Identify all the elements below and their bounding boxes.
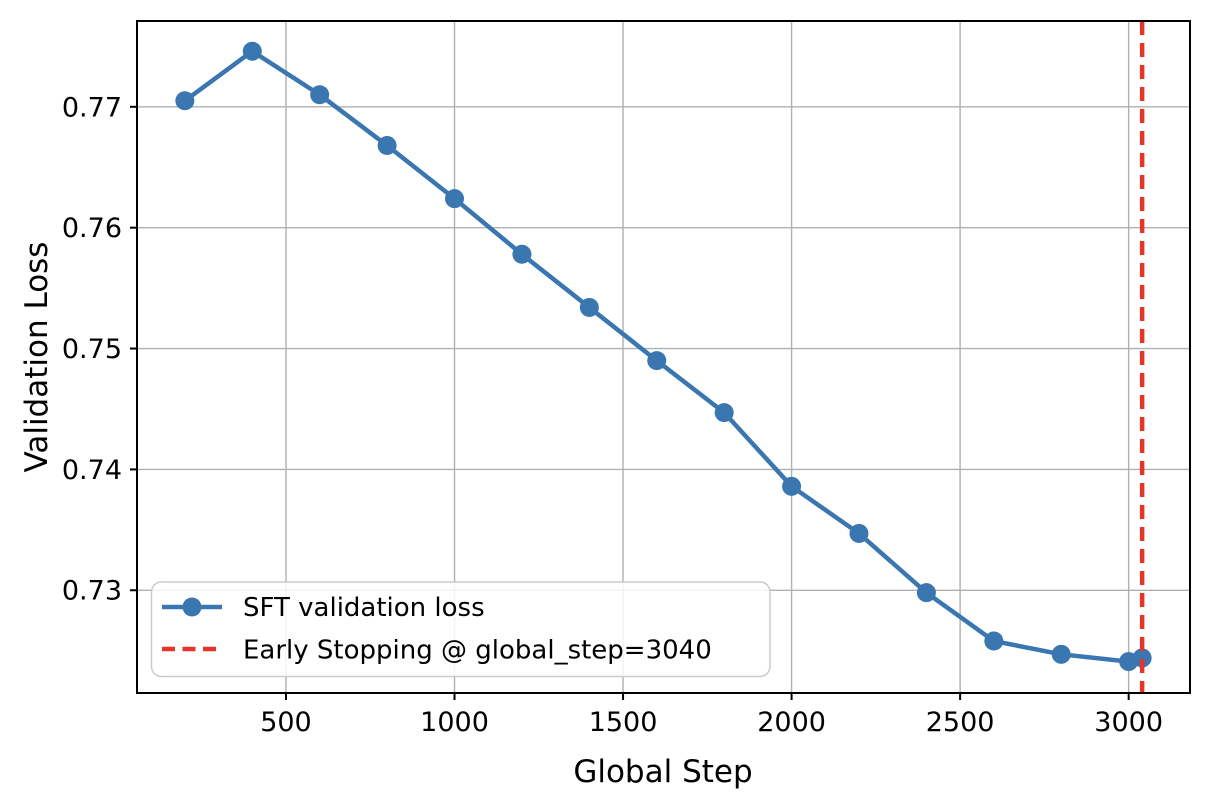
- y-tick-label-0.77: 0.77: [62, 92, 122, 123]
- plot-border: [136, 20, 1191, 694]
- data-point-400: [242, 41, 262, 61]
- x-tick-label-3000: 3000: [1094, 707, 1163, 738]
- data-point-200: [175, 91, 195, 111]
- data-point-2400: [916, 583, 936, 603]
- data-point-600: [310, 85, 330, 105]
- loss-line: [182, 48, 1145, 664]
- data-point-1600: [647, 351, 667, 371]
- legend-label-early-stopping: Early Stopping @ global_step=3040: [243, 636, 712, 666]
- y-tick-labels: 0.73 0.74 0.75 0.76 0.77: [62, 92, 122, 606]
- data-point-800: [377, 135, 397, 155]
- data-point-2800: [1051, 644, 1071, 664]
- y-tick-label-0.74: 0.74: [62, 455, 122, 486]
- data-point-1000: [445, 189, 465, 209]
- axis-ticks: [130, 105, 1130, 700]
- y-tick-label-0.75: 0.75: [62, 334, 122, 365]
- legend-box: [150, 581, 771, 678]
- data-point-3040: [1132, 648, 1152, 668]
- x-tick-label-2500: 2500: [926, 707, 995, 738]
- data-point-1200: [512, 244, 532, 264]
- x-tick-labels: 500 1000 1500 2000 2500 3000: [260, 707, 1163, 738]
- legend: SFT validation loss Early Stopping @ glo…: [150, 581, 771, 678]
- x-tick-label-1000: 1000: [420, 707, 489, 738]
- legend-label-loss: SFT validation loss: [243, 593, 485, 623]
- x-tick-label-500: 500: [260, 707, 312, 738]
- data-point-2600: [984, 631, 1004, 651]
- y-tick-label-0.73: 0.73: [62, 576, 122, 607]
- x-tick-label-2000: 2000: [757, 707, 826, 738]
- loss-marker-legend-sample: [182, 597, 202, 617]
- data-point-1800: [714, 403, 734, 423]
- x-axis-label: Global Step: [573, 754, 752, 790]
- x-tick-label-1500: 1500: [589, 707, 658, 738]
- data-point-1400: [579, 297, 599, 317]
- y-tick-label-0.76: 0.76: [62, 213, 122, 244]
- data-point-2200: [849, 523, 869, 543]
- loss-series: [175, 41, 1152, 672]
- y-axis-label: Validation Loss: [19, 242, 55, 473]
- data-point-2000: [782, 476, 802, 496]
